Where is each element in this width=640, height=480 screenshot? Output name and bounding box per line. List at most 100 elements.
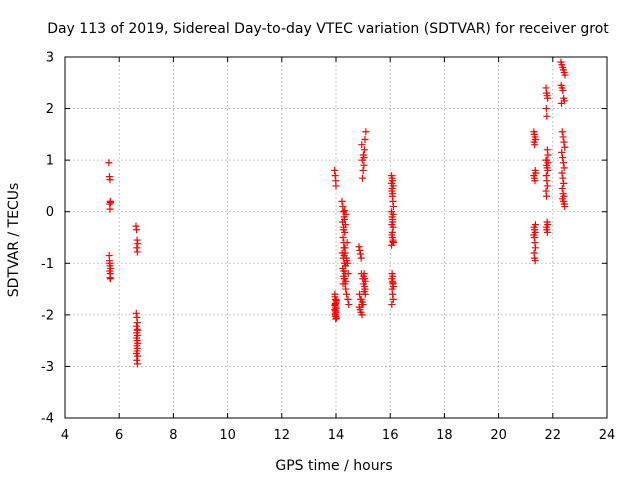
data-point xyxy=(331,290,339,298)
data-point xyxy=(361,285,369,293)
data-point xyxy=(358,141,366,149)
data-point xyxy=(559,159,567,167)
data-point xyxy=(339,234,347,241)
data-point xyxy=(341,207,349,215)
data-point xyxy=(531,244,539,252)
data-point xyxy=(559,133,567,141)
data-point xyxy=(357,254,365,262)
data-point xyxy=(106,205,114,213)
data-point xyxy=(557,99,565,107)
data-point xyxy=(388,228,396,236)
data-point xyxy=(389,238,397,246)
data-points xyxy=(105,58,569,368)
data-point xyxy=(388,241,396,249)
data-point xyxy=(343,290,351,298)
data-point xyxy=(543,228,551,236)
data-point xyxy=(356,250,364,258)
x-tick-label: 12 xyxy=(274,428,291,443)
x-tick-label: 10 xyxy=(219,428,236,443)
data-point xyxy=(561,143,569,151)
x-tick-label: 4 xyxy=(61,428,69,443)
data-point xyxy=(333,314,341,322)
data-point xyxy=(331,307,339,315)
data-point xyxy=(389,190,397,198)
data-point xyxy=(134,240,142,248)
data-point xyxy=(388,221,396,229)
y-tick-label: 2 xyxy=(46,102,54,117)
data-point xyxy=(361,277,369,285)
data-point xyxy=(355,243,363,251)
data-point xyxy=(544,166,552,174)
data-point xyxy=(134,352,142,360)
data-point xyxy=(340,275,348,283)
data-point xyxy=(558,169,566,177)
data-point xyxy=(106,176,114,184)
data-point xyxy=(560,138,568,146)
data-point xyxy=(361,136,369,144)
data-point xyxy=(544,151,552,159)
grid xyxy=(65,57,607,418)
data-point xyxy=(133,360,141,368)
data-point xyxy=(531,177,539,185)
data-point xyxy=(360,146,368,154)
x-tick-label: 16 xyxy=(382,428,399,443)
data-point xyxy=(359,174,367,182)
data-point xyxy=(543,112,551,120)
x-tick-label: 18 xyxy=(436,428,453,443)
data-point xyxy=(558,128,566,136)
data-point xyxy=(360,272,368,280)
data-point xyxy=(389,203,397,211)
data-point xyxy=(389,210,397,218)
data-point xyxy=(558,185,566,193)
y-tick-label: -4 xyxy=(41,412,54,427)
y-tick-label: -3 xyxy=(41,360,54,375)
data-point xyxy=(342,210,350,218)
data-point xyxy=(560,164,568,172)
y-tick-label: 1 xyxy=(46,154,54,169)
data-point xyxy=(560,179,568,187)
data-point xyxy=(332,315,340,323)
data-point xyxy=(340,226,348,234)
data-point xyxy=(338,197,346,205)
data-point xyxy=(340,215,348,223)
data-point xyxy=(341,280,349,288)
data-point xyxy=(388,301,396,309)
data-point xyxy=(340,244,348,252)
data-point xyxy=(358,311,366,319)
x-tick-label: 6 xyxy=(115,428,123,443)
chart-title: Day 113 of 2019, Sidereal Day-to-day VTE… xyxy=(47,21,609,37)
x-tick-label: 22 xyxy=(545,428,562,443)
data-point xyxy=(558,148,566,156)
data-point xyxy=(542,105,550,113)
x-tick-label: 14 xyxy=(328,428,345,443)
data-point xyxy=(343,259,351,267)
data-point xyxy=(343,239,351,247)
data-point xyxy=(344,295,352,303)
data-point xyxy=(332,182,340,190)
x-tick-label: 24 xyxy=(599,428,616,443)
data-point xyxy=(133,319,141,327)
data-point xyxy=(133,248,141,256)
data-point xyxy=(359,166,367,174)
data-point xyxy=(345,301,353,309)
y-tick-label: 0 xyxy=(46,205,54,220)
data-point xyxy=(544,94,552,102)
y-axis-label: SDTVAR / TECUs xyxy=(6,183,22,298)
data-point xyxy=(105,159,113,167)
data-point xyxy=(342,285,350,293)
data-point xyxy=(559,87,567,95)
data-point xyxy=(344,270,352,278)
data-point xyxy=(107,198,115,206)
data-point xyxy=(389,295,397,303)
x-tick-label: 8 xyxy=(169,428,177,443)
data-point xyxy=(389,279,397,287)
data-point xyxy=(341,221,349,229)
data-point xyxy=(341,249,349,257)
x-tick-label: 20 xyxy=(490,428,507,443)
data-point xyxy=(559,174,567,182)
data-point xyxy=(531,257,539,265)
y-tick-label: -1 xyxy=(41,257,54,272)
x-axis-label: GPS time / hours xyxy=(275,458,392,474)
